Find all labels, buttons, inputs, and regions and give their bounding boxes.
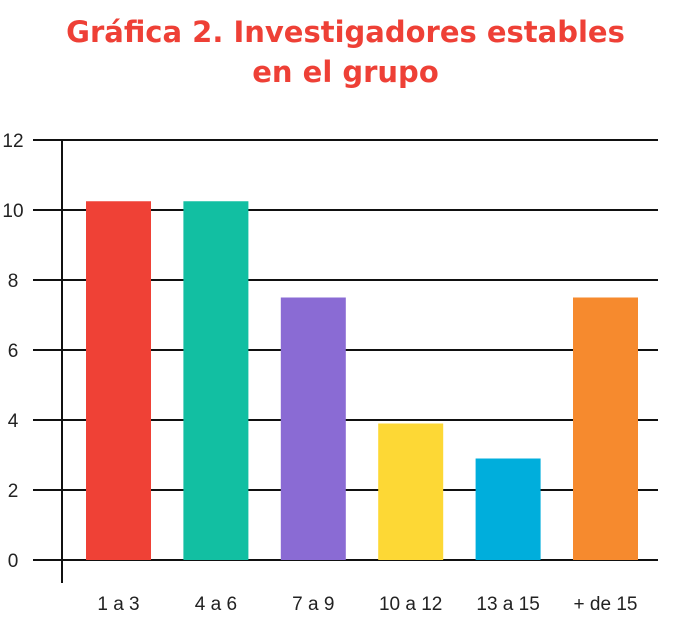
x-tick-label: 10 a 12	[379, 594, 442, 615]
bar	[86, 201, 151, 560]
y-tick-label: 12	[2, 131, 23, 152]
y-tick-label: 0	[8, 551, 19, 572]
chart-title-line-1: Gráfica 2. Investigadores estables	[66, 15, 625, 49]
x-tick-label: 13 a 15	[476, 594, 539, 615]
chart-title: Gráfica 2. Investigadores estables en el…	[0, 12, 691, 92]
bar	[475, 458, 541, 560]
bar	[378, 423, 444, 560]
x-tick-label: + de 15	[574, 594, 638, 615]
y-tick-label: 8	[8, 271, 19, 292]
bar	[183, 201, 249, 560]
x-tick-label: 1 a 3	[97, 594, 139, 615]
bar	[573, 297, 638, 560]
chart-title-line-2: en el grupo	[252, 55, 439, 89]
y-tick-label: 10	[2, 201, 23, 222]
y-tick-label: 2	[8, 481, 19, 502]
bar	[280, 297, 346, 560]
x-tick-label: 4 a 6	[195, 594, 237, 615]
y-tick-label: 4	[8, 411, 19, 432]
x-tick-label: 7 a 9	[292, 594, 334, 615]
y-tick-label: 6	[8, 341, 19, 362]
